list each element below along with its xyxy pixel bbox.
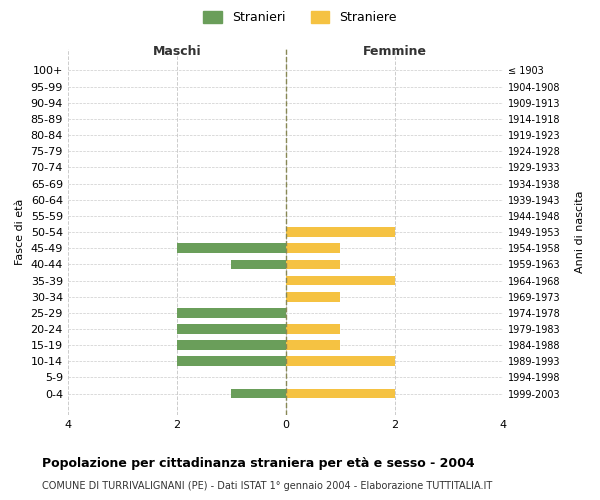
Legend: Stranieri, Straniere: Stranieri, Straniere — [198, 6, 402, 29]
Bar — [286, 227, 395, 237]
Bar — [177, 324, 286, 334]
Bar — [286, 260, 340, 269]
Text: COMUNE DI TURRIVALIGNANI (PE) - Dati ISTAT 1° gennaio 2004 - Elaborazione TUTTIT: COMUNE DI TURRIVALIGNANI (PE) - Dati IST… — [42, 481, 492, 491]
Bar — [177, 340, 286, 350]
Bar — [286, 276, 395, 285]
Bar — [231, 260, 286, 269]
Bar — [177, 244, 286, 253]
Bar — [286, 356, 395, 366]
Text: Maschi: Maschi — [152, 44, 201, 58]
Bar — [286, 340, 340, 350]
Bar — [286, 244, 340, 253]
Bar — [231, 389, 286, 398]
Text: Popolazione per cittadinanza straniera per età e sesso - 2004: Popolazione per cittadinanza straniera p… — [42, 458, 475, 470]
Bar — [177, 356, 286, 366]
Text: Femmine: Femmine — [362, 44, 427, 58]
Bar — [286, 324, 340, 334]
Y-axis label: Fasce di età: Fasce di età — [15, 199, 25, 266]
Bar — [286, 292, 340, 302]
Bar — [177, 308, 286, 318]
Y-axis label: Anni di nascita: Anni di nascita — [575, 191, 585, 274]
Bar — [286, 389, 395, 398]
